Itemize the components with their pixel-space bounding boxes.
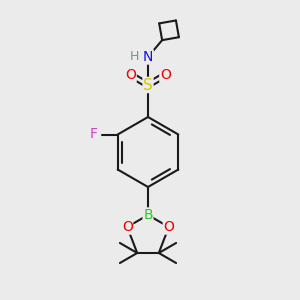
Text: B: B [143,208,153,222]
Text: F: F [90,128,98,142]
Text: N: N [143,50,153,64]
Text: S: S [143,77,153,92]
Text: O: O [163,220,174,234]
Text: O: O [160,68,171,82]
Text: O: O [125,68,136,82]
Text: O: O [122,220,133,234]
Text: H: H [129,50,139,62]
